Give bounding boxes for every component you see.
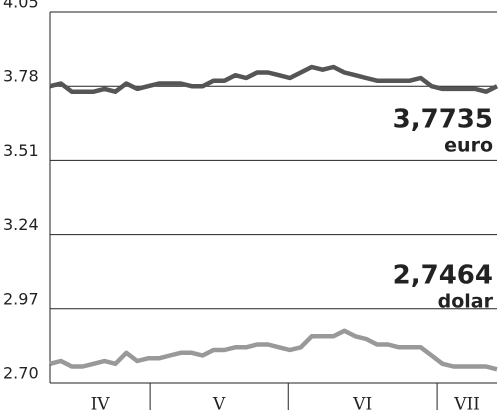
series-line: [49, 64, 499, 94]
euro-label: euro: [444, 135, 493, 157]
y-tick-label: 3.24: [3, 215, 39, 234]
y-tick-label: 3.78: [3, 67, 39, 86]
x-tick-label: IV: [91, 395, 111, 415]
x-tick-label: VII: [453, 395, 480, 415]
y-tick-label: 2.70: [3, 364, 39, 383]
x-tick-label: VI: [352, 395, 372, 415]
dollar-value: 2,7464: [393, 261, 493, 291]
y-tick-label: 3.51: [3, 141, 39, 160]
euro-value: 3,7735: [393, 105, 493, 135]
x-tick-label: V: [212, 395, 226, 415]
series-line: [49, 328, 498, 372]
y-tick-label: 2.97: [3, 289, 39, 308]
y-tick-label: 4.05: [3, 0, 39, 12]
dollar-label: dolar: [438, 291, 494, 313]
